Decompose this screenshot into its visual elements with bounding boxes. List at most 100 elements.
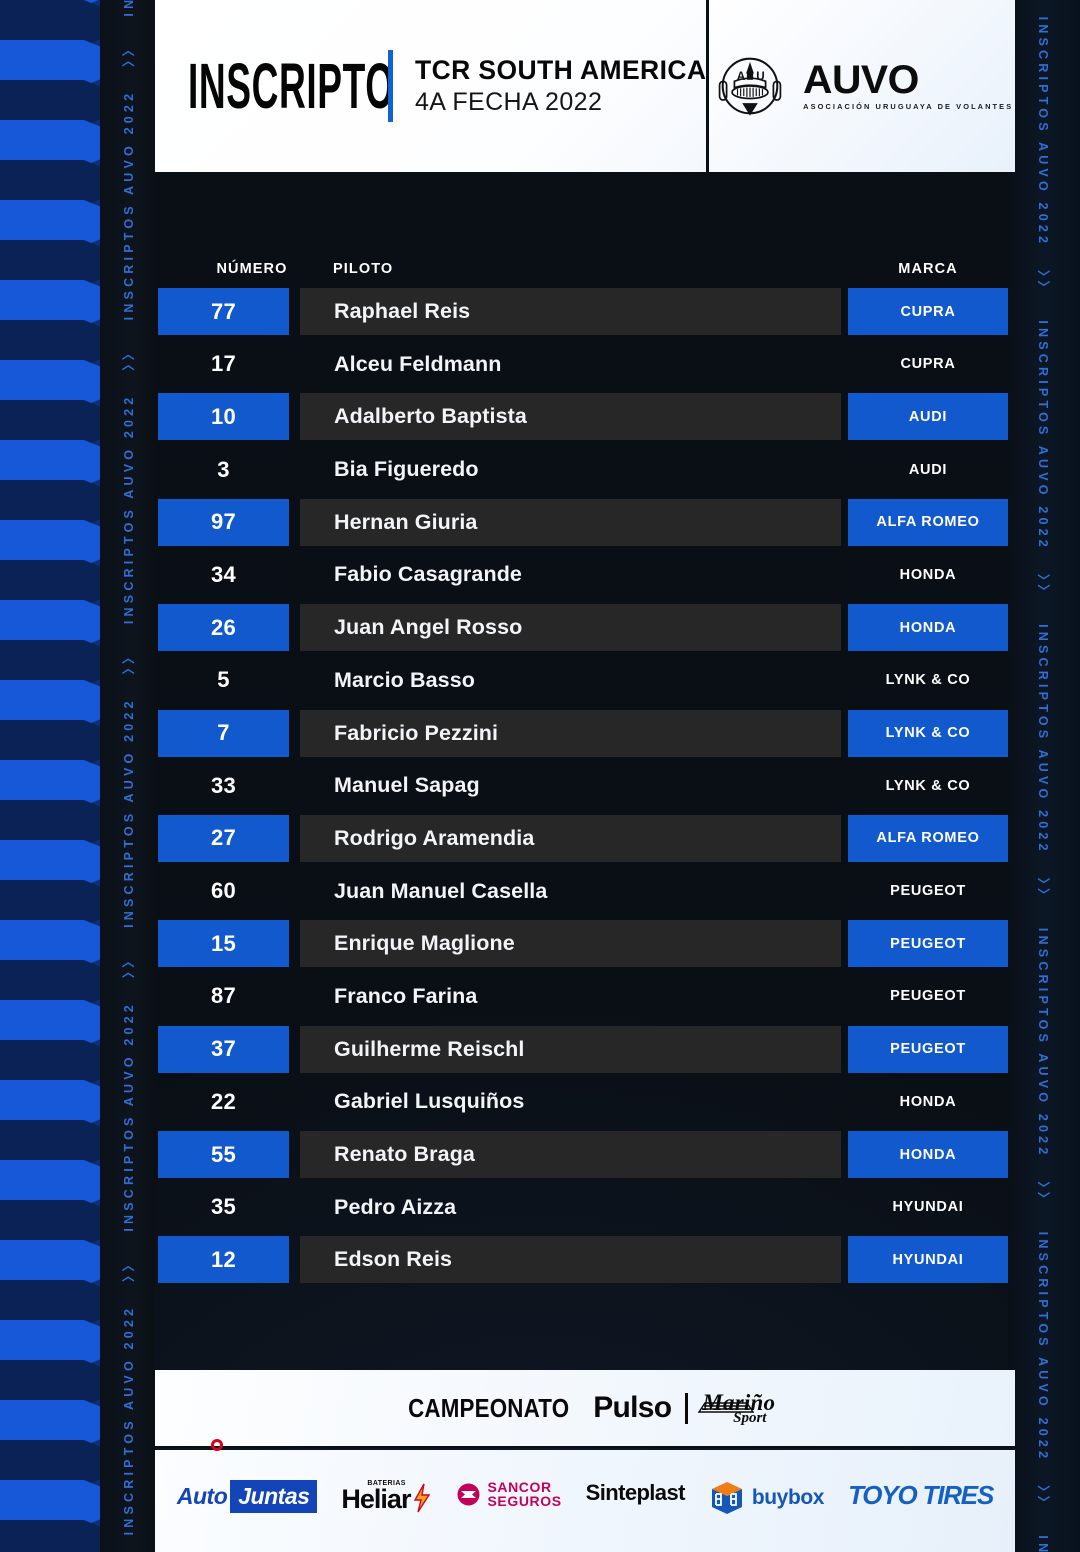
sancor-mark-icon: [457, 1483, 480, 1506]
rail-vertical-text: INSCRIPTOS AUVO 2022 〉〉 INSCRIPTOS AUVO …: [122, 0, 136, 1552]
svg-text:U: U: [756, 70, 764, 83]
cell-number: 77: [158, 288, 289, 335]
table-row: 33 Manuel Sapag LYNK & CO: [155, 759, 1015, 812]
cell-driver: Bia Figueredo: [334, 457, 479, 482]
event-series-title: TCR SOUTH AMERICA: [415, 55, 707, 86]
cell-number: 34: [210, 561, 237, 587]
chevron-band: [0, 480, 100, 526]
marino-sub: Sport: [733, 1409, 767, 1426]
organizer-text: AUVO ASOCIACIÓN URUGUAYA DE VOLANTES: [803, 60, 1014, 111]
cell-number: 87: [210, 983, 237, 1009]
sinteplast-name: Sinteplast: [585, 1480, 686, 1505]
toyo-tires-name: TOYO TIRES: [848, 1480, 994, 1510]
cell-driver: Manuel Sapag: [334, 773, 480, 798]
chevron-band: [0, 640, 100, 686]
championship-brand: Pulso: [593, 1391, 672, 1424]
left-vertical-text-strip: INSCRIPTOS AUVO 2022 〉〉 INSCRIPTOS AUVO …: [100, 0, 155, 1552]
chevron-band: [0, 160, 100, 206]
svg-text:A: A: [737, 70, 746, 83]
chevron-band: [0, 760, 100, 806]
buybox-name: buybox: [751, 1486, 825, 1509]
table-row: 22 Gabriel Lusquiños HONDA: [155, 1075, 1015, 1128]
cell-brand: HONDA: [899, 566, 957, 583]
cell-driver: Marcio Basso: [334, 667, 476, 692]
right-decorative-rail: INSCRIPTOS AUVO 2022 〉〉 INSCRIPTOS AUVO …: [1008, 0, 1080, 1552]
cell-driver: Edson Reis: [300, 1236, 841, 1284]
cell-number: 33: [210, 772, 237, 798]
table-row: 97 Hernan Giuria ALFA ROMEO: [155, 496, 1015, 549]
chevron-band: [0, 1520, 100, 1552]
cell-driver: Rodrigo Aramendia: [300, 814, 841, 862]
cell-driver: Renato Braga: [300, 1131, 841, 1178]
left-decorative-rail: INSCRIPTOS AUVO 2022 〉〉 INSCRIPTOS AUVO …: [0, 0, 155, 1552]
header-titles: TCR SOUTH AMERICA 4A FECHA 2022: [415, 55, 706, 116]
autojuntas-part-a: Auto: [176, 1483, 228, 1509]
sponsor-sinteplast: Sinteplast: [211, 1439, 686, 1506]
cell-driver: Juan Manuel Casella: [334, 878, 548, 903]
cell-driver: Raphael Reis: [300, 288, 841, 335]
championship-label: CAMPEONATO: [407, 1392, 570, 1423]
marino-lines-icon: [697, 1401, 755, 1413]
table-row: 3 Bia Figueredo AUDI: [155, 443, 1015, 496]
rail-vertical-text: INSCRIPTOS AUVO 2022 〉〉 INSCRIPTOS AUVO …: [1035, 0, 1050, 1552]
table-row: 34 Fabio Casagrande HONDA: [155, 548, 1015, 601]
table-row: 55 Renato Braga HONDA: [155, 1128, 1015, 1181]
organizer-name: AUVO: [803, 58, 920, 102]
header-accent-divider: [388, 50, 393, 122]
cell-driver: Pedro Aizza: [334, 1194, 457, 1219]
cell-brand: PEUGEOT: [848, 1025, 1008, 1073]
cell-number: 17: [210, 351, 237, 377]
sinteplast-ring-icon: [211, 1439, 223, 1451]
inscriptos-wordmark: INSCRIPTOS: [188, 60, 388, 112]
chevron-band: [0, 520, 100, 566]
chevron-band: [0, 1480, 100, 1526]
cell-brand: CUPRA: [848, 288, 1008, 335]
chevron-band: [0, 360, 100, 406]
championship-footer: CAMPEONATO Pulso Mariño Sport: [155, 1370, 1015, 1448]
cell-number: 27: [158, 814, 289, 862]
chevron-band: [0, 680, 100, 726]
table-row: 10 Adalberto Baptista AUDI: [155, 390, 1015, 443]
table-row: 37 Guilherme Reischl PEUGEOT: [155, 1023, 1015, 1076]
cell-driver: Fabricio Pezzini: [300, 709, 841, 757]
chevron-band: [0, 440, 100, 486]
column-header-driver: PILOTO: [333, 261, 394, 277]
cell-number: 26: [158, 604, 289, 652]
chevron-band: [0, 920, 100, 966]
chevron-band: [0, 720, 100, 766]
cell-number: 60: [210, 878, 237, 904]
sponsor-sancor: SANCOR SEGUROS: [456, 1480, 561, 1509]
table-row: 60 Juan Manuel Casella PEUGEOT: [155, 865, 1015, 918]
table-row: 77 Raphael Reis CUPRA: [155, 285, 1015, 338]
chevron-band: [0, 1240, 100, 1286]
chevron-band: [0, 1440, 100, 1486]
chevron-band: [0, 1200, 100, 1246]
table-row: 15 Enrique Maglione PEUGEOT: [155, 917, 1015, 970]
cell-driver: Hernan Giuria: [300, 498, 841, 546]
chevron-band: [0, 320, 100, 366]
chevron-band: [0, 1040, 100, 1086]
chevron-band: [0, 560, 100, 606]
cell-brand: AUDI: [908, 461, 948, 478]
cell-brand: LYNK & CO: [885, 672, 971, 689]
organizer-tagline: ASOCIACIÓN URUGUAYA DE VOLANTES: [803, 102, 1014, 111]
racing-helmet-emblem-icon: A U: [718, 57, 782, 116]
cell-brand: LYNK & CO: [848, 709, 1008, 757]
cell-number: 15: [158, 920, 289, 968]
entry-table: NÚMERO PILOTO MARCA 77 Raphael Reis CUPRA 1…: [155, 172, 1015, 1286]
cell-driver: Enrique Maglione: [300, 920, 841, 968]
organizer-logo-block: A U AUVO ASOCIACIÓN URUGUAYA DE VOLANTES: [709, 0, 1015, 172]
autojuntas-part-b: Juntas: [230, 1480, 318, 1513]
cell-driver: Guilherme Reischl: [300, 1025, 841, 1073]
chevron-band: [0, 800, 100, 846]
table-row: 5 Marcio Basso LYNK & CO: [155, 654, 1015, 707]
table-row: 12 Edson Reis HYUNDAI: [155, 1233, 1015, 1286]
cell-brand: HYUNDAI: [848, 1236, 1008, 1284]
cell-brand: HONDA: [848, 1131, 1008, 1178]
heliar-name: Heliar: [341, 1484, 411, 1514]
cell-brand: PEUGEOT: [890, 883, 966, 900]
sponsor-heliar: BATERIAS Heliar: [341, 1480, 432, 1515]
chevron-band: [0, 960, 100, 1006]
table-row: 17 Alceu Feldmann CUPRA: [155, 338, 1015, 391]
chevron-band: [0, 1160, 100, 1206]
